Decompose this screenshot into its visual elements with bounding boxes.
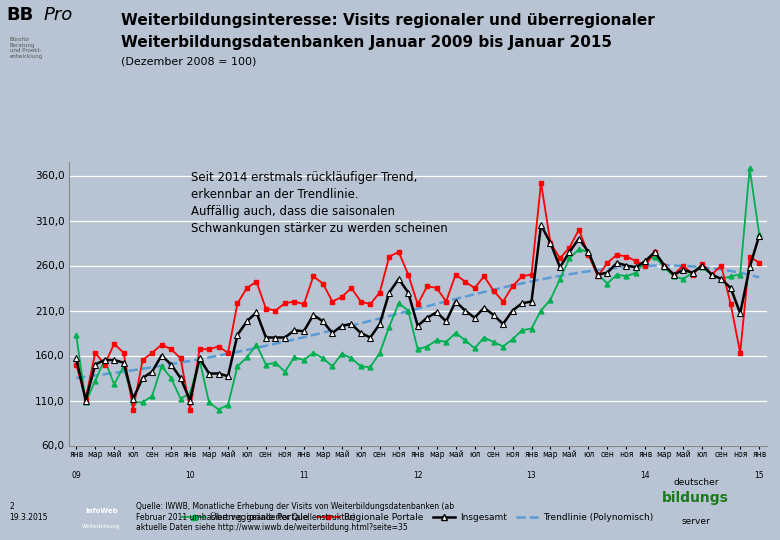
Trendlinie (Polynomisch) bbox=[661, 262, 670, 269]
Text: Weiterbildung: Weiterbildung bbox=[82, 524, 121, 529]
Text: (Dezember 2008 = 100): (Dezember 2008 = 100) bbox=[121, 57, 257, 67]
Trendlinie (Polynomisch) bbox=[693, 264, 702, 270]
Trendlinie (Polynomisch) bbox=[490, 286, 499, 293]
Regionale Portale bbox=[232, 300, 242, 307]
Regionale Portale bbox=[72, 361, 81, 368]
Überregionale Portale bbox=[72, 332, 81, 338]
Text: bildungs: bildungs bbox=[662, 491, 729, 505]
Insgesamt bbox=[72, 355, 81, 361]
Insgesamt bbox=[660, 262, 669, 269]
Trendlinie (Polynomisch) bbox=[74, 374, 83, 381]
Text: 12: 12 bbox=[413, 470, 423, 480]
Line: Regionale Portale: Regionale Portale bbox=[75, 181, 760, 411]
Trendlinie (Polynomisch) bbox=[476, 289, 485, 296]
Trendlinie (Polynomisch) bbox=[647, 262, 657, 269]
Trendlinie (Polynomisch) bbox=[754, 274, 764, 281]
Text: server: server bbox=[682, 517, 710, 526]
Regionale Portale bbox=[707, 271, 716, 278]
Überregionale Portale bbox=[423, 343, 432, 350]
Regionale Portale bbox=[679, 262, 688, 269]
Text: Seit 2014 erstmals rückläufiger Trend,
erkennbar an der Trendlinie.
Auffällig au: Seit 2014 erstmals rückläufiger Trend, e… bbox=[191, 171, 448, 234]
Regionale Portale bbox=[129, 406, 138, 413]
Überregionale Portale bbox=[754, 231, 764, 237]
Text: 15: 15 bbox=[754, 470, 764, 480]
Text: 2
19.3.2015: 2 19.3.2015 bbox=[9, 502, 48, 522]
Text: 10: 10 bbox=[185, 470, 195, 480]
Insgesamt bbox=[537, 222, 546, 228]
Line: Insgesamt: Insgesamt bbox=[73, 222, 762, 403]
Insgesamt bbox=[423, 314, 432, 321]
Text: Weiterbildungsdatenbanken Januar 2009 bis Januar 2015: Weiterbildungsdatenbanken Januar 2009 bi… bbox=[121, 35, 612, 50]
Text: 09: 09 bbox=[71, 470, 81, 480]
Insgesamt bbox=[679, 267, 688, 273]
Regionale Portale bbox=[309, 273, 318, 280]
Insgesamt bbox=[81, 397, 90, 404]
Regionale Portale bbox=[537, 179, 546, 186]
Trendlinie (Polynomisch) bbox=[72, 375, 81, 381]
Insgesamt bbox=[707, 271, 716, 278]
Text: Weiterbildungsinteresse: Visits regionaler und überregionaler: Weiterbildungsinteresse: Visits regional… bbox=[121, 14, 654, 29]
Text: Pro: Pro bbox=[44, 6, 73, 24]
Überregionale Portale bbox=[214, 406, 223, 413]
Überregionale Portale bbox=[309, 349, 318, 356]
Überregionale Portale bbox=[745, 165, 754, 172]
Regionale Portale bbox=[754, 260, 764, 266]
Text: BB: BB bbox=[6, 6, 34, 24]
Line: Trendlinie (Polynomisch): Trendlinie (Polynomisch) bbox=[76, 266, 759, 378]
Trendlinie (Polynomisch) bbox=[478, 289, 488, 295]
Überregionale Portale bbox=[697, 264, 707, 271]
Insgesamt bbox=[754, 233, 764, 239]
Überregionale Portale bbox=[651, 253, 660, 260]
Text: 14: 14 bbox=[640, 470, 651, 480]
Insgesamt bbox=[232, 332, 242, 338]
Text: Bürofür
Beratung
und Proekt-
entwicklung: Bürofür Beratung und Proekt- entwicklung bbox=[9, 37, 43, 59]
Line: Überregionale Portale: Überregionale Portale bbox=[74, 166, 761, 412]
Überregionale Portale bbox=[232, 363, 242, 369]
Text: 13: 13 bbox=[526, 470, 537, 480]
Text: deutscher: deutscher bbox=[673, 478, 718, 487]
Überregionale Portale bbox=[669, 273, 679, 280]
Legend: Überregionale Portale, Regionale Portale, Insgesamt, Trendlinie (Polynomisch): Überregionale Portale, Regionale Portale… bbox=[179, 509, 657, 526]
Text: 11: 11 bbox=[299, 470, 309, 480]
Text: InfoWeb: InfoWeb bbox=[85, 508, 118, 514]
Text: Quelle: IWWB, Monatliche Erhebung der Visits von Weiterbildungsdatenbanken (ab
F: Quelle: IWWB, Monatliche Erhebung der Vi… bbox=[136, 502, 455, 532]
Insgesamt bbox=[309, 312, 318, 318]
Regionale Portale bbox=[423, 283, 432, 289]
Regionale Portale bbox=[660, 262, 669, 269]
